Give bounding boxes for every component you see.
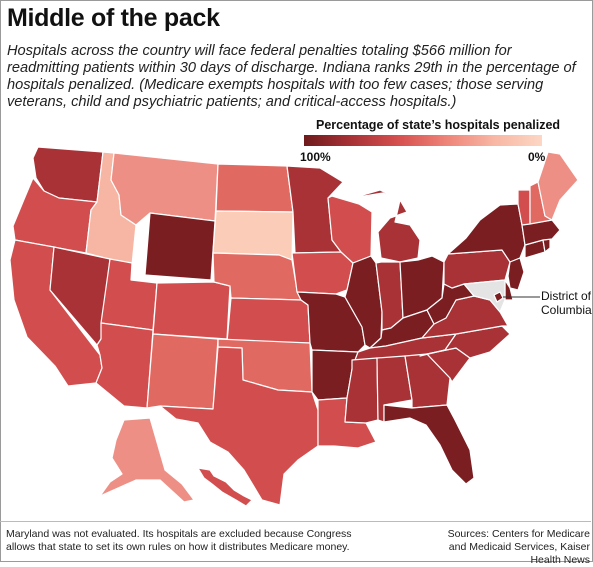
state-KS bbox=[226, 297, 311, 344]
state-VT bbox=[517, 189, 531, 226]
footnote-maryland: Maryland was not evaluated. Its hospital… bbox=[6, 528, 352, 553]
legend-max-label: 0% bbox=[528, 150, 546, 164]
state-DC bbox=[493, 291, 504, 303]
state-MD bbox=[463, 279, 506, 313]
state-WY bbox=[144, 212, 216, 281]
state-NM bbox=[146, 333, 219, 410]
dc-label: District of Columbia bbox=[541, 289, 592, 317]
state-AK bbox=[99, 417, 195, 503]
footer-divider bbox=[0, 521, 591, 522]
legend-title: Percentage of state’s hospitals penalize… bbox=[316, 118, 561, 132]
state-FL bbox=[383, 404, 475, 485]
legend-min-label: 100% bbox=[300, 150, 331, 164]
state-NJ bbox=[507, 257, 525, 291]
state-IA bbox=[291, 251, 354, 295]
state-SD bbox=[212, 210, 294, 261]
state-CO bbox=[152, 281, 231, 340]
legend-color-bar bbox=[304, 135, 542, 146]
page-title: Middle of the pack bbox=[7, 4, 220, 32]
subtitle: Hospitals across the country will face f… bbox=[7, 43, 576, 110]
footnote-sources: Sources: Centers for Medicare and Medica… bbox=[447, 528, 590, 566]
state-HI bbox=[197, 467, 253, 507]
state-TX bbox=[159, 346, 319, 506]
state-ND bbox=[215, 163, 294, 213]
state-AZ bbox=[95, 322, 154, 409]
us-map bbox=[9, 146, 579, 507]
state-ME bbox=[537, 151, 579, 221]
